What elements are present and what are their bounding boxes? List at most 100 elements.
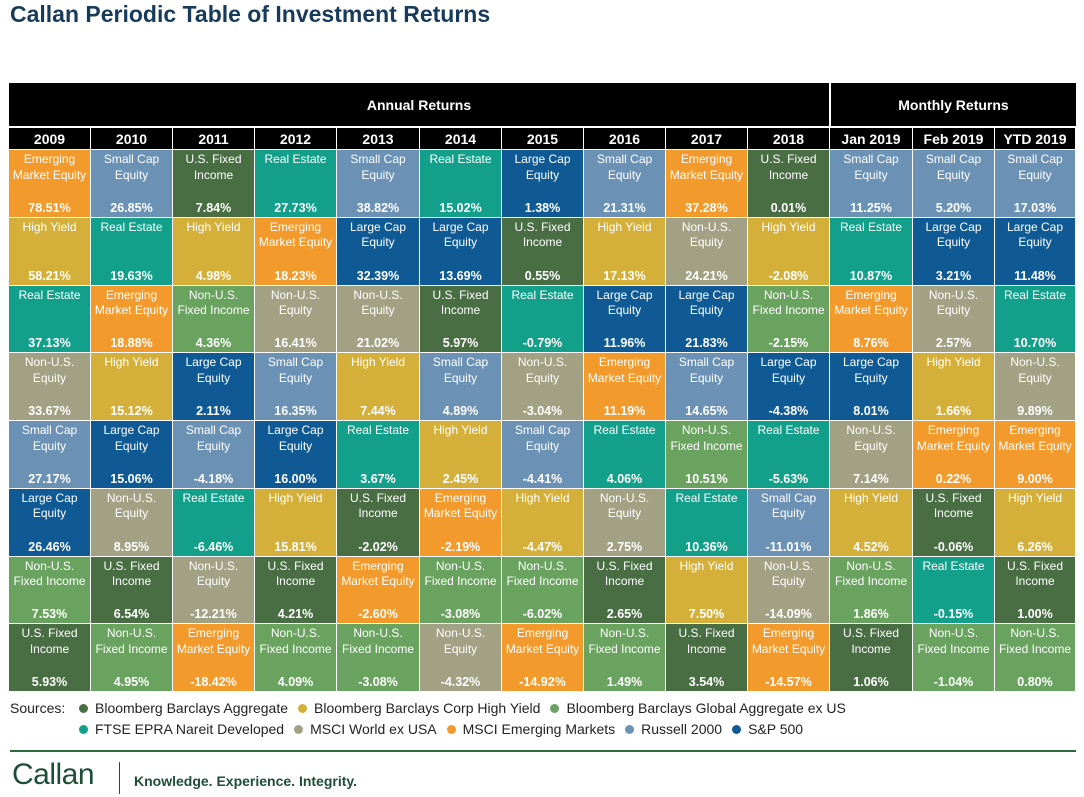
asset-class-label: High Yield <box>761 219 816 234</box>
sources-row-2: FTSE EPRA Nareit Developed MSCI World ex … <box>79 721 813 737</box>
return-cell: Non-U.S. Fixed Income -1.04% <box>913 624 994 691</box>
return-cell: Non-U.S. Fixed Income -2.15% <box>748 285 829 353</box>
return-value: -2.02% <box>358 539 398 554</box>
return-cell: Non-U.S. Fixed Income 10.51% <box>666 421 747 488</box>
return-cell: Emerging Market Equity -2.19% <box>420 488 501 556</box>
asset-class-label: Real Estate <box>593 423 656 437</box>
logo-separator <box>119 762 120 794</box>
return-cell: Non-U.S. Equity 2.75% <box>584 488 665 556</box>
return-value: 4.09% <box>277 675 314 689</box>
return-cell: High Yield 1.66% <box>913 353 994 420</box>
return-cell: Small Cap Equity 17.03% <box>995 150 1075 217</box>
asset-class-label: Large Cap Equity <box>185 355 242 385</box>
return-value: 4.06% <box>606 471 643 486</box>
return-value: 32.39% <box>356 268 400 283</box>
return-cell: Emerging Market Equity 37.28% <box>666 150 747 217</box>
asset-class-label: Non-U.S. Equity <box>270 287 321 318</box>
asset-class-label: Emerging Market Equity <box>505 626 580 656</box>
callan-logo: Callan <box>12 758 95 791</box>
column-header: 2018 <box>748 128 829 149</box>
asset-class-label: Large Cap Equity <box>349 219 407 250</box>
return-cell: Non-U.S. Equity 33.67% <box>9 353 90 420</box>
return-cell: Large Cap Equity 21.83% <box>666 285 747 353</box>
return-cell: High Yield 15.81% <box>255 488 336 556</box>
return-cell: Real Estate -5.63% <box>748 421 829 488</box>
asset-class-label: Non-U.S. Fixed Income <box>13 558 86 589</box>
asset-class-label: High Yield <box>22 219 77 234</box>
return-cell: High Yield -2.08% <box>748 217 829 285</box>
return-value: 6.54% <box>113 607 150 622</box>
return-value: 18.88% <box>110 336 153 351</box>
return-cell: U.S. Fixed Income 6.54% <box>91 556 172 624</box>
return-cell: Non-U.S. Equity -4.32% <box>420 624 501 691</box>
return-value: 21.83% <box>685 336 728 351</box>
return-value: -2.15% <box>768 336 809 351</box>
return-cell: Emerging Market Equity 0.22% <box>913 421 994 488</box>
asset-class-label: Emerging Market Equity <box>751 626 826 656</box>
return-cell: Large Cap Equity 11.96% <box>584 285 665 353</box>
return-cell: Large Cap Equity 26.46% <box>9 488 90 556</box>
asset-class-label: High Yield <box>1007 490 1063 505</box>
asset-class-label: Non-U.S. Equity <box>106 490 157 521</box>
return-value: -4.18% <box>193 471 234 486</box>
return-cell: U.S. Fixed Income 7.84% <box>173 150 254 217</box>
asset-class-label: Emerging Market Equity <box>587 355 662 385</box>
legend-dot-icon <box>550 703 560 713</box>
asset-class-label: U.S. Fixed Income <box>1006 558 1063 589</box>
return-cell: Real Estate 3.67% <box>337 421 419 488</box>
return-value: 0.55% <box>524 268 561 283</box>
asset-class-label: Real Estate <box>346 423 410 437</box>
return-cell: High Yield 4.98% <box>173 217 254 285</box>
column-header: Jan 2019 <box>830 128 912 149</box>
asset-class-label: Large Cap Equity <box>21 490 78 521</box>
return-cell: Large Cap Equity 11.48% <box>995 217 1075 285</box>
legend-dot-icon <box>625 724 635 734</box>
return-value: 10.36% <box>685 539 728 554</box>
return-value: 33.67% <box>28 404 71 418</box>
return-cell: Large Cap Equity -4.38% <box>748 353 829 420</box>
return-cell: Non-U.S. Fixed Income 1.49% <box>584 624 665 691</box>
asset-class-label: Small Cap Equity <box>925 152 982 182</box>
asset-class-label: U.S. Fixed Income <box>349 490 406 521</box>
asset-class-label: Emerging Market Equity <box>916 423 991 453</box>
return-cell: Large Cap Equity 1.38% <box>502 150 583 217</box>
sources-legend: Sources: Bloomberg Barclays Aggregate Blo… <box>10 697 1080 743</box>
monthly-returns-header: Monthly Returns <box>831 83 1076 126</box>
source-name: S&P 500 <box>748 721 804 737</box>
column-header: 2009 <box>9 128 90 149</box>
legend-dot-icon <box>294 724 304 734</box>
return-value: -14.57% <box>765 675 812 689</box>
asset-class-label: Non-U.S. Equity <box>599 490 650 521</box>
asset-class-label: U.S. Fixed Income <box>842 626 899 656</box>
asset-class-label: Small Cap Equity <box>760 490 817 521</box>
return-cell: High Yield 6.26% <box>995 488 1075 556</box>
asset-class-label: Large Cap Equity <box>760 355 817 385</box>
asset-class-label: High Yield <box>679 558 734 573</box>
asset-class-label: Non-U.S. Equity <box>1010 355 1060 385</box>
asset-class-label: Emerging Market Equity <box>669 152 744 182</box>
return-cell: Small Cap Equity 4.89% <box>420 353 501 420</box>
asset-class-label: Emerging Market Equity <box>834 287 908 318</box>
source-name: Bloomberg Barclays Global Aggregate ex U… <box>566 700 846 716</box>
asset-class-label: Real Estate <box>429 152 492 166</box>
column-header: 2013 <box>337 128 419 149</box>
return-value: 16.00% <box>274 471 317 486</box>
asset-class-label: U.S. Fixed Income <box>103 558 160 589</box>
return-cell: Small Cap Equity -11.01% <box>748 488 829 556</box>
return-cell: Small Cap Equity -4.18% <box>173 421 254 488</box>
asset-class-label: Emerging Market Equity <box>258 219 333 250</box>
return-value: 7.44% <box>360 404 396 418</box>
return-value: 3.54% <box>688 675 725 689</box>
return-value: 78.51% <box>28 200 71 215</box>
asset-class-label: U.S. Fixed Income <box>678 626 735 656</box>
asset-class-label: Non-U.S. Fixed Income <box>917 626 990 656</box>
return-cell: High Yield 58.21% <box>9 217 90 285</box>
return-cell: Real Estate 15.02% <box>420 150 501 217</box>
return-cell: Real Estate -0.79% <box>502 285 583 353</box>
asset-class-label: Real Estate <box>100 219 163 234</box>
return-cell: Real Estate 10.36% <box>666 488 747 556</box>
return-value: -6.02% <box>522 607 563 622</box>
asset-class-label: Non-U.S. Fixed Income <box>506 558 579 589</box>
return-value: 27.73% <box>274 200 317 215</box>
return-cell: Large Cap Equity 3.21% <box>913 217 994 285</box>
